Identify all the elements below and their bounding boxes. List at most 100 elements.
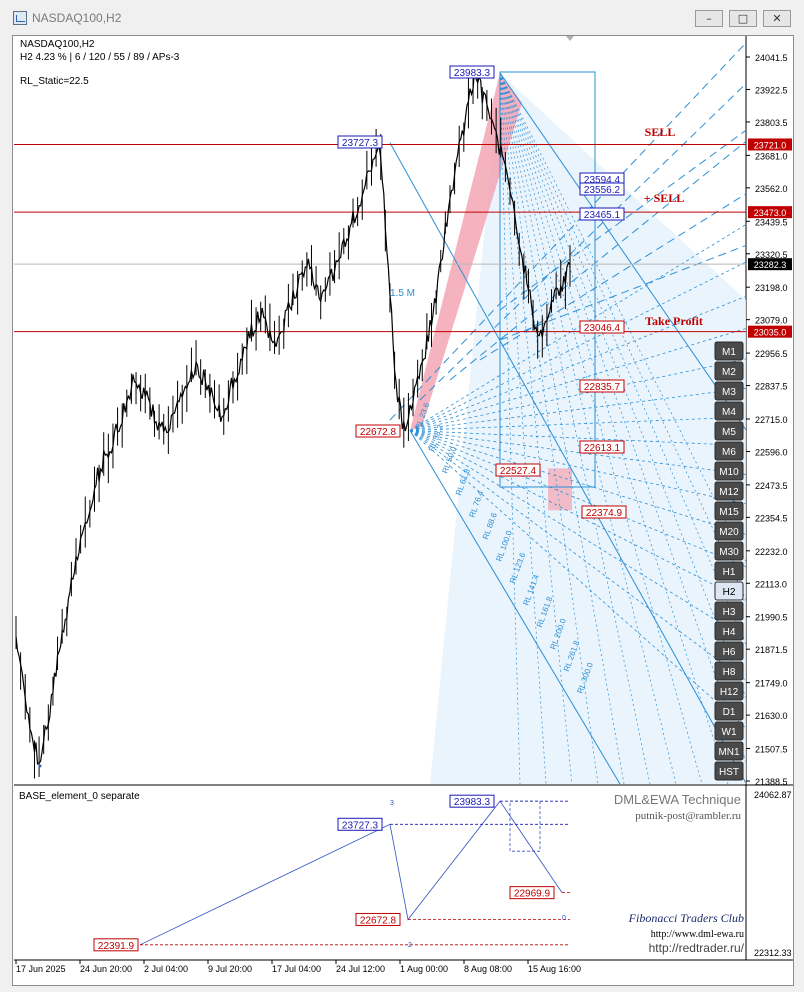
wave-box (509, 800, 541, 852)
timeframe-label: H3 (723, 607, 736, 618)
fan-ray (409, 327, 746, 431)
fan-ray (499, 72, 521, 784)
maximize-button[interactable]: □ (729, 10, 757, 27)
fan-ray (499, 72, 651, 784)
timeframe-button-w1[interactable] (714, 721, 744, 741)
shift-marker-icon[interactable] (566, 36, 574, 41)
timeframe-label: M2 (722, 367, 736, 378)
fan-ray (409, 416, 746, 431)
wave-point-label: 22969.9 (514, 889, 551, 900)
y-tick-label: 22473.5 (755, 481, 788, 491)
y-tick-label: 23681.0 (755, 151, 788, 161)
timeframe-button-h12[interactable] (714, 681, 744, 701)
timeframe-button-m20[interactable] (714, 521, 744, 541)
level-price-tag (748, 206, 792, 219)
indicator-info-label: H2 4.23 % | 6 / 120 / 55 / 89 / APs-3 (20, 52, 180, 63)
price-label-text: 22672.8 (360, 427, 397, 438)
timeframe-button-m12[interactable] (714, 481, 744, 501)
timeframe-button-m4[interactable] (714, 401, 744, 421)
chart-symbol-label: NASDAQ100,H2 (20, 39, 95, 50)
fan-ray (409, 430, 746, 568)
fan-ray (409, 430, 746, 535)
channel-line (389, 42, 746, 421)
price-label-text: 23594.4 (584, 175, 621, 186)
timeframe-button-hst[interactable] (714, 761, 744, 781)
timeframe-button-h3[interactable] (714, 601, 744, 621)
wave-count-mark: 2 (408, 942, 412, 949)
price-label-box (581, 505, 627, 519)
price-label-text: 22835.7 (584, 382, 621, 393)
y-tick-label: 21388.5 (755, 777, 788, 787)
y-tick-label: 23922.5 (755, 85, 788, 95)
current-price-text: 23282.3 (754, 260, 787, 270)
wave-point-box (449, 794, 495, 808)
timeframe-button-m15[interactable] (714, 501, 744, 521)
y-tick-label: 24041.5 (755, 53, 788, 63)
y-tick-label: 23439.5 (755, 217, 788, 227)
price-label-box (579, 440, 625, 454)
level-name-label: SELL (645, 125, 676, 139)
channel-line (499, 244, 746, 341)
fan-ray (409, 387, 746, 431)
watermark-email: putnik-post@rambler.ru (635, 810, 741, 822)
channel-line (419, 82, 746, 401)
timeframe-label: W1 (722, 727, 737, 738)
fan-ray (499, 72, 547, 784)
timeframe-button-m3[interactable] (714, 381, 744, 401)
timeframe-button-mn1[interactable] (714, 741, 744, 761)
channel-line (449, 140, 746, 381)
close-button[interactable]: ✕ (763, 10, 791, 27)
x-tick-label: 24 Jun 20:00 (80, 964, 132, 974)
timeframe-label: H4 (723, 627, 736, 638)
timeframe-button-h4[interactable] (714, 621, 744, 641)
wave-point-box (337, 817, 383, 831)
y-tick-label: 23320.5 (755, 250, 788, 260)
price-label-box (495, 463, 541, 477)
price-series-line (15, 69, 571, 765)
timeframe-button-m6[interactable] (714, 441, 744, 461)
fan-ray (409, 224, 746, 431)
sub-y-tick-label: 22312.33 (754, 948, 792, 958)
price-label-text: 23556.2 (584, 185, 621, 196)
fan-ray (409, 430, 746, 640)
fan-ray (409, 295, 746, 431)
timeframe-label: M12 (719, 487, 739, 498)
timeframe-button-h8[interactable] (714, 661, 744, 681)
wave-point-label: 23983.3 (454, 797, 491, 808)
fan-boundary (409, 430, 621, 784)
price-label-box (579, 379, 625, 393)
y-tick-label: 22715.0 (755, 415, 788, 425)
timeframe-button-d1[interactable] (714, 701, 744, 721)
price-label-box (579, 320, 625, 334)
fan-misc-label: 1.5 M (390, 288, 415, 299)
timeframe-label: H1 (723, 567, 736, 578)
channel-line (499, 129, 746, 311)
price-label-box (579, 207, 625, 221)
fan-ray (499, 72, 677, 784)
timeframe-button-m5[interactable] (714, 421, 744, 441)
fan-ray (499, 72, 746, 763)
timeframe-button-h2[interactable] (714, 581, 744, 601)
timeframe-button-m2[interactable] (714, 361, 744, 381)
target-zone (548, 468, 572, 511)
wave-count-mark: 3 (390, 800, 394, 807)
price-label-text: 22613.1 (584, 443, 621, 454)
timeframe-label: M6 (722, 447, 736, 458)
x-tick-label: 9 Jul 20:00 (208, 964, 252, 974)
timeframe-button-m10[interactable] (714, 461, 744, 481)
timeframe-button-m30[interactable] (714, 541, 744, 561)
y-tick-label: 21749.0 (755, 679, 788, 689)
channel-line (479, 193, 746, 361)
timeframe-label: HST (719, 767, 739, 778)
fan-ray (409, 430, 746, 729)
timeframe-button-h1[interactable] (714, 561, 744, 581)
timeframe-button-m1[interactable] (714, 341, 744, 361)
fan-ray (409, 430, 746, 682)
y-tick-label: 22596.0 (755, 447, 788, 457)
timeframe-button-h6[interactable] (714, 641, 744, 661)
price-label-text: 22374.9 (586, 508, 623, 519)
minimize-button[interactable]: – (695, 10, 723, 27)
timeframe-label: M5 (722, 427, 736, 438)
sub-y-tick-label: 24062.87 (754, 790, 792, 800)
